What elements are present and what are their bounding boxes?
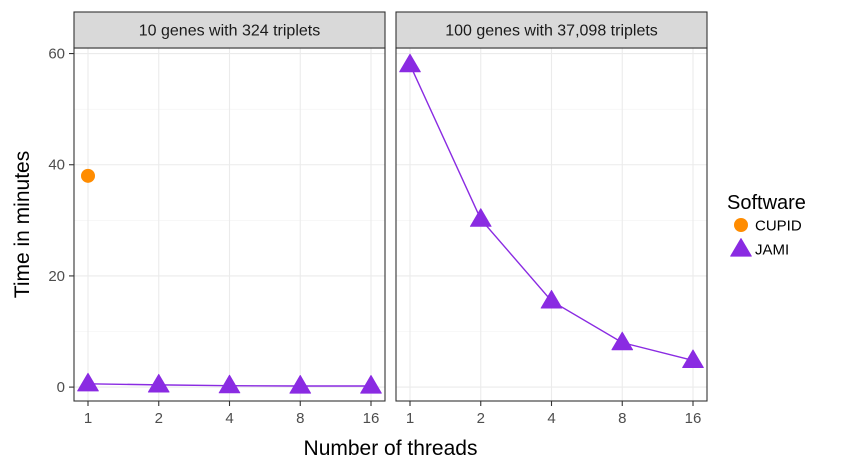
data-point-jami [289,374,312,394]
data-point-jami [147,373,170,393]
data-point-jami [218,374,241,394]
panel-title: 10 genes with 324 triplets [139,23,320,40]
x-tick-label: 4 [225,410,233,427]
strip-background [395,11,708,49]
panel-title: 100 genes with 37,098 triplets [445,23,658,40]
x-tick-label: 16 [685,410,702,427]
data-point-jami [360,374,382,394]
x-axis-title: Number of threads [304,437,478,460]
legend-label-jami: JAMI [755,242,789,259]
x-tick-label: 2 [477,410,485,427]
data-point-jami [469,208,492,227]
data-point-jami [77,372,99,392]
legend-label-cupid: CUPID [755,218,802,235]
legend-title: Software [727,192,806,214]
panel-1: 10 genes with 324 triplets 1 2 4 8 16 [73,11,386,427]
legend-key-cupid [734,218,748,232]
y-axis-title: Time in minutes [11,151,34,298]
data-point-jami [682,349,704,369]
data-point-cupid [81,168,95,183]
legend-key-jami [730,237,752,257]
legend: Software CUPID JAMI [727,192,806,259]
x-tick-label: 16 [363,410,380,427]
y-tick-label: 20 [48,268,65,285]
x-tick-label: 8 [296,410,304,427]
x-tick-label: 1 [84,410,92,427]
x-tick-label: 2 [155,410,163,427]
data-point-jami [540,289,563,309]
data-point-jami [611,331,634,351]
x-tick-label: 4 [547,410,555,427]
panel-2: 100 genes with 37,098 triplets 1 2 4 8 16 [395,11,708,427]
data-point-jami [399,53,421,73]
x-tick-label: 8 [618,410,626,427]
y-tick-label: 60 [48,46,65,63]
y-tick-label: 0 [57,379,65,396]
strip-background [73,11,386,49]
y-tick-label: 40 [48,157,65,174]
x-tick-label: 1 [406,410,414,427]
